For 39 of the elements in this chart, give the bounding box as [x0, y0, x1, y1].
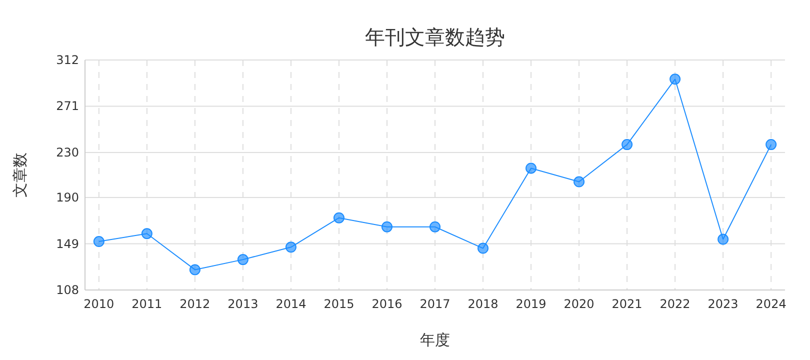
x-tick-label: 2020 — [564, 297, 594, 311]
y-tick-label: 149 — [56, 236, 79, 251]
y-tick-label: 271 — [56, 99, 79, 114]
x-tick-label: 2013 — [228, 297, 258, 311]
x-tick-label: 2016 — [372, 297, 402, 311]
x-tick-label: 2017 — [420, 297, 450, 311]
point — [478, 242, 489, 254]
x-tick-label: 2023 — [708, 297, 738, 311]
point — [430, 221, 440, 232]
x-tick-label: 2010 — [84, 297, 114, 311]
y-tick-label: 190 — [56, 190, 79, 205]
point — [189, 264, 200, 276]
y-tick-label: 230 — [56, 145, 79, 160]
point — [381, 221, 392, 232]
x-tick-label: 2021 — [612, 297, 642, 311]
y-tick-label: 108 — [56, 283, 79, 297]
point — [237, 254, 248, 266]
x-tick-label: 2015 — [324, 297, 354, 311]
x-tick-label: 2012 — [180, 297, 210, 311]
x-tick-label: 2018 — [468, 297, 498, 311]
point — [141, 228, 152, 240]
y-axis-title: 文章数 — [11, 152, 29, 198]
point — [526, 162, 537, 174]
point — [622, 139, 633, 150]
y-tick-label: 312 — [56, 53, 79, 67]
chart-title: 年刊文章数趋势 — [365, 25, 505, 49]
point — [766, 139, 777, 150]
point — [574, 176, 585, 188]
point — [333, 212, 344, 224]
point — [670, 74, 681, 85]
x-tick-label: 2024 — [756, 297, 786, 311]
x-tick-label: 2011 — [132, 297, 162, 311]
point — [285, 242, 296, 253]
x-tick-label: 2019 — [516, 297, 546, 311]
x-tick-label: 2014 — [276, 297, 306, 311]
x-axis-title: 年度 — [420, 331, 450, 349]
point — [93, 236, 104, 248]
point — [718, 234, 729, 245]
x-tick-label: 2022 — [660, 297, 690, 311]
